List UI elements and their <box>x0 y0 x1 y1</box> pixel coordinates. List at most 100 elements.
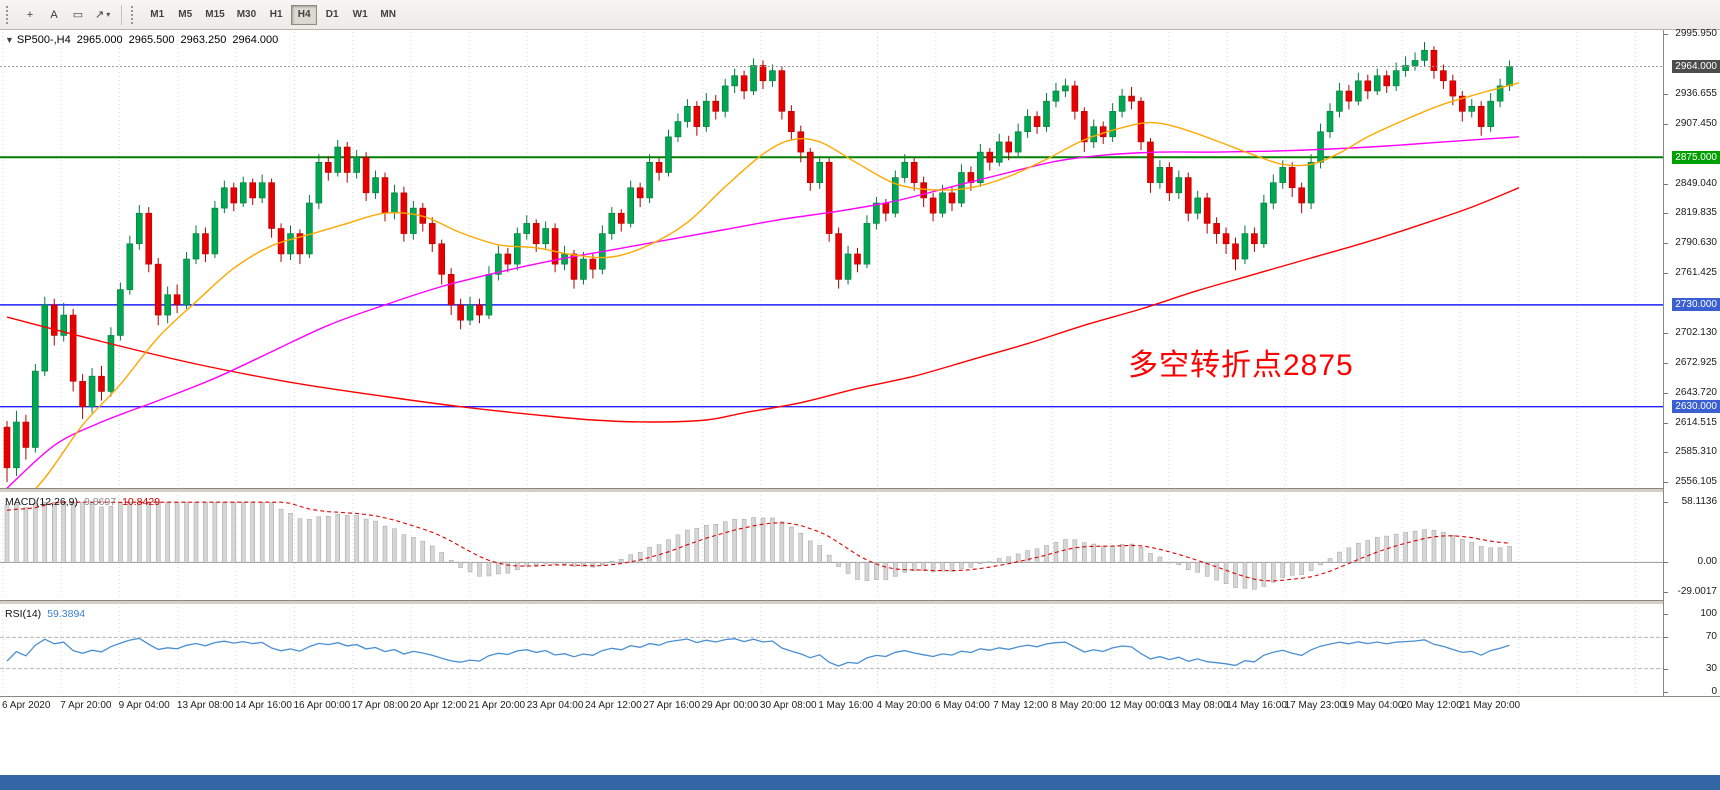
macd-histogram-bar <box>184 501 189 563</box>
time-label: 20 Apr 12:00 <box>410 700 467 711</box>
rsi-panel[interactable]: RSI(14) 59.3894 <box>0 605 1663 696</box>
candle-body <box>721 85 729 112</box>
candle-body <box>1062 85 1069 92</box>
candle-body <box>1109 111 1116 138</box>
main-chart-panel[interactable]: ▼ SP500-,H4 2965.000 2965.500 2963.250 2964.0… <box>0 30 1663 520</box>
text-label-button[interactable]: A <box>43 4 65 26</box>
tf-button-H4[interactable]: H4 <box>291 4 318 25</box>
macd-histogram-bar <box>1375 537 1380 563</box>
macd-svg[interactable] <box>0 493 1663 600</box>
tf-button-M1[interactable]: M1 <box>144 5 170 25</box>
candle-body <box>32 370 39 448</box>
text-box-button[interactable]: ▭ <box>67 4 89 26</box>
macd-panel[interactable]: MACD(12,26,9) 9.8697 10.8429 <box>0 493 1663 600</box>
panel-divider[interactable] <box>0 488 1720 493</box>
macd-histogram-bar <box>552 562 558 565</box>
macd-histogram-bar <box>883 562 889 580</box>
tf-button-D1[interactable]: D1 <box>319 5 345 25</box>
candle-body <box>891 177 899 214</box>
macd-histogram-bar <box>1384 535 1389 563</box>
candle-body <box>778 70 786 112</box>
candle-body <box>693 105 701 127</box>
main-chart-svg[interactable] <box>0 30 1663 520</box>
time-label: 12 May 00:00 <box>1109 700 1171 711</box>
axis-tick <box>1664 333 1668 335</box>
macd-histogram-bar <box>533 562 539 566</box>
candle-body <box>1279 167 1287 183</box>
time-axis[interactable]: 6 Apr 2020 7 Apr 20:00 9 Apr 04:00 13 Apr 0… <box>0 696 1720 714</box>
tf-button-M5[interactable]: M5 <box>172 5 198 25</box>
candle-body <box>1468 105 1476 112</box>
macd-histogram-bar <box>1318 562 1323 566</box>
crosshair-button[interactable]: + <box>19 4 41 26</box>
candle-body <box>1090 126 1098 143</box>
time-label: 17 May 23:00 <box>1284 700 1346 711</box>
price-label: 2556.105 <box>1675 476 1717 487</box>
candle-body <box>1496 85 1504 102</box>
candle-body <box>702 100 710 127</box>
arrow-tools-icon: ↗ <box>95 9 105 21</box>
time-label: 8 May 20:00 <box>1051 700 1107 711</box>
macd-histogram-bar <box>241 501 246 563</box>
text-label-icon: A <box>50 8 58 21</box>
candle-body <box>1364 80 1372 92</box>
macd-histogram-bar <box>1346 547 1352 563</box>
macd-histogram-bar <box>1233 562 1238 588</box>
macd-histogram-bar <box>685 529 690 563</box>
macd-histogram-bar <box>1488 547 1493 563</box>
candle-body <box>759 65 767 82</box>
candle-body <box>343 146 351 173</box>
macd-signal-value: 10.8429 <box>122 496 161 508</box>
price-label: 2995.950 <box>1675 28 1717 39</box>
candle-body <box>202 233 209 255</box>
macd-histogram-bar <box>836 562 841 567</box>
macd-histogram-bar <box>619 558 624 563</box>
time-label: 13 May 08:00 <box>1168 700 1229 711</box>
candle-body <box>457 304 464 321</box>
tf-button-M30[interactable]: M30 <box>232 5 261 25</box>
tf-button-M15[interactable]: M15 <box>200 5 229 25</box>
candle-body <box>901 161 909 178</box>
price-axis[interactable]: 2995.950 2964.000 2936.655 2907.450 2875.000… <box>1663 28 1720 714</box>
candle-body <box>523 223 531 234</box>
collapse-triangle-icon[interactable]: ▼ <box>5 35 14 45</box>
candle-body <box>1137 100 1145 143</box>
candle-body <box>589 258 597 270</box>
candle-body <box>372 177 379 194</box>
macd-histogram-bar <box>1214 562 1219 581</box>
candle-body <box>920 182 927 199</box>
macd-histogram-bar <box>1082 542 1087 563</box>
macd-histogram-bar <box>1063 539 1068 563</box>
macd-histogram-bar <box>1242 562 1248 589</box>
high-value: 2965.500 <box>128 34 175 46</box>
panel-divider[interactable] <box>0 600 1720 605</box>
candle-body <box>1052 90 1060 102</box>
timeframe-grip[interactable] <box>131 5 138 24</box>
rsi-svg[interactable] <box>0 605 1663 696</box>
macd-histogram-bar <box>1441 531 1446 563</box>
candle-body <box>995 141 1003 163</box>
price-label: 2761.425 <box>1675 266 1717 278</box>
candle-body <box>1241 233 1249 260</box>
candle-body <box>50 304 58 336</box>
candle-body <box>1487 100 1494 127</box>
macd-histogram-bar <box>543 562 548 564</box>
tf-button-MN[interactable]: MN <box>375 5 401 25</box>
time-label: 24 Apr 12:00 <box>585 700 642 711</box>
time-label: 4 May 20:00 <box>876 700 932 711</box>
macd-histogram-bar <box>741 518 747 563</box>
arrow-tools-button[interactable]: ↗ ▾ <box>91 4 114 26</box>
macd-histogram-bar <box>1129 543 1134 563</box>
tf-button-H1[interactable]: H1 <box>263 5 289 25</box>
price-label: 2643.720 <box>1675 386 1717 398</box>
tf-button-W1[interactable]: W1 <box>347 5 373 25</box>
macd-histogram-bar <box>1252 562 1257 590</box>
macd-histogram-bar <box>779 521 785 563</box>
macd-histogram-bar <box>42 501 48 563</box>
macd-histogram-bar <box>354 515 359 563</box>
open-value: 2965.000 <box>76 34 123 46</box>
toolbar-grip[interactable] <box>6 5 13 24</box>
macd-histogram-bar <box>137 501 142 563</box>
candle-body <box>268 182 275 229</box>
price-label: 2819.835 <box>1675 207 1717 219</box>
